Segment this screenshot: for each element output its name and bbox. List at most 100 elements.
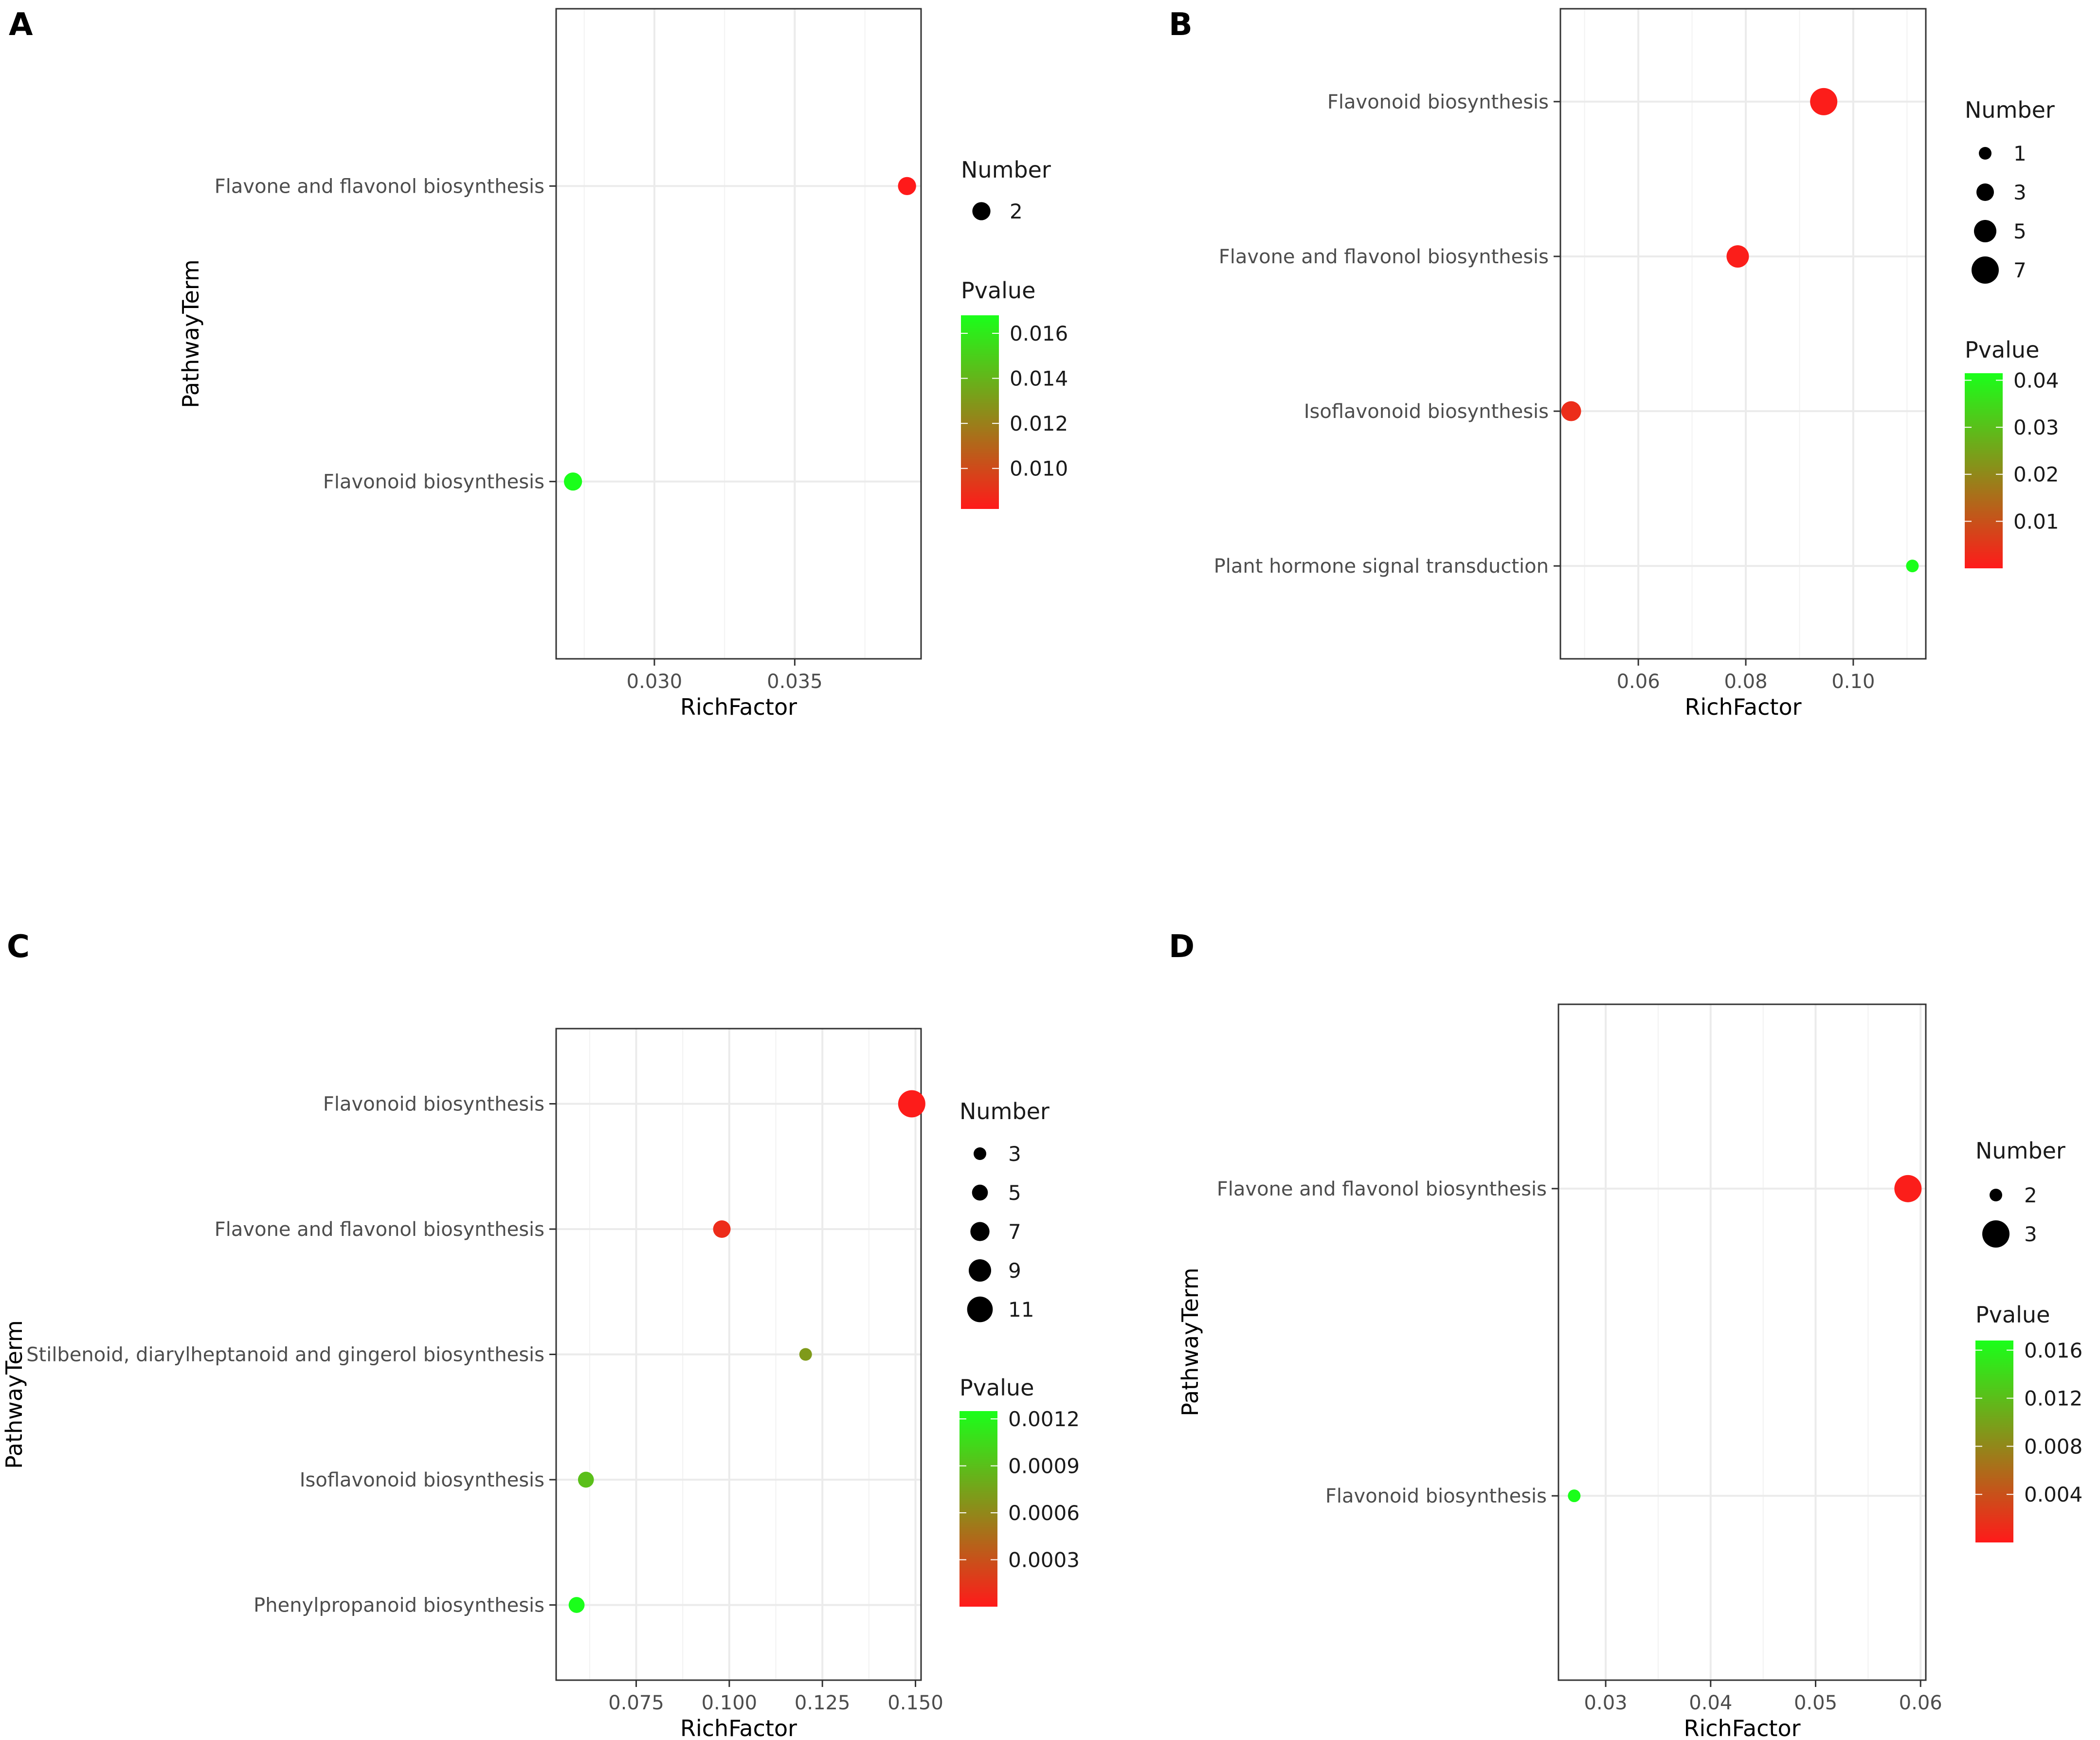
panel-letter: A bbox=[9, 7, 33, 43]
size-legend-key bbox=[1972, 256, 1999, 284]
plot-background bbox=[1560, 9, 1926, 659]
y-tick-label: Flavone and flavonol biosynthesis bbox=[1219, 246, 1549, 268]
color-legend-label: 0.004 bbox=[2024, 1483, 2082, 1506]
color-legend-label: 0.03 bbox=[2013, 416, 2059, 439]
x-tick-label: 0.06 bbox=[1899, 1692, 1942, 1714]
size-legend-label: 1 bbox=[2013, 142, 2027, 165]
color-legend-label: 0.016 bbox=[1010, 322, 1068, 345]
grid bbox=[556, 9, 921, 659]
size-legend-label: 7 bbox=[2013, 258, 2027, 282]
color-legend-label: 0.010 bbox=[1010, 457, 1068, 481]
grid bbox=[1558, 1004, 1926, 1680]
data-point bbox=[563, 472, 582, 491]
y-tick-label: Flavone and flavonol biosynthesis bbox=[1217, 1178, 1547, 1200]
size-legend-label: 5 bbox=[1008, 1181, 1021, 1205]
y-tick-label: Flavone and flavonol biosynthesis bbox=[215, 175, 544, 198]
x-tick-label: 0.150 bbox=[887, 1692, 943, 1714]
size-legend-title: Number bbox=[959, 1098, 1050, 1124]
x-tick-label: 0.035 bbox=[767, 671, 823, 693]
data-point bbox=[1561, 401, 1581, 421]
data-point bbox=[1726, 245, 1749, 268]
size-legend-label: 9 bbox=[1008, 1259, 1021, 1283]
panel-D: D Flavone and flavonol biosynthesis Flavon… bbox=[1169, 929, 2082, 1740]
data-point bbox=[1810, 88, 1838, 115]
x-tick-label: 0.05 bbox=[1794, 1692, 1837, 1714]
color-legend-bar bbox=[961, 315, 999, 509]
color-legend-title: Pvalue bbox=[961, 277, 1035, 304]
y-tick-label: Stilbenoid, diarylheptanoid and gingerol… bbox=[26, 1344, 544, 1366]
data-point bbox=[898, 177, 916, 196]
color-legend-title: Pvalue bbox=[1965, 337, 2039, 363]
size-legend-key bbox=[969, 1259, 991, 1282]
data-point bbox=[1894, 1175, 1922, 1202]
y-tick-label: Isoflavonoid biosynthesis bbox=[1304, 400, 1549, 423]
panel-letter: C bbox=[7, 929, 30, 965]
size-legend-label: 2 bbox=[2024, 1183, 2037, 1207]
size-legend-key bbox=[1979, 147, 1991, 160]
color-legend-label: 0.0012 bbox=[1008, 1407, 1080, 1431]
color-legend-label: 0.016 bbox=[2024, 1339, 2082, 1362]
color-legend-label: 0.0009 bbox=[1008, 1454, 1080, 1478]
x-axis-title: RichFactor bbox=[680, 1715, 797, 1740]
size-legend-key bbox=[970, 1222, 990, 1241]
plot-background bbox=[1558, 1004, 1926, 1680]
panel-A: A Flavone and flavonol biosynthesis Flavon… bbox=[9, 7, 1068, 720]
size-legend-label: 7 bbox=[1008, 1220, 1021, 1244]
x-axis-title: RichFactor bbox=[1684, 1715, 1801, 1740]
x-tick-label: 0.08 bbox=[1724, 671, 1767, 693]
size-legend-title: Number bbox=[1975, 1138, 2065, 1164]
x-tick-label: 0.04 bbox=[1689, 1692, 1732, 1714]
plot-background bbox=[556, 9, 921, 659]
size-legend-label: 2 bbox=[1010, 199, 1023, 223]
size-legend-label: 3 bbox=[2013, 181, 2027, 204]
size-legend-label: 3 bbox=[1008, 1142, 1021, 1166]
size-legend-key bbox=[1976, 183, 1994, 201]
y-tick-label: Flavone and flavonol biosynthesis bbox=[215, 1218, 544, 1241]
y-tick-label: Plant hormone signal transduction bbox=[1214, 555, 1549, 578]
color-legend-label: 0.012 bbox=[1010, 412, 1068, 435]
panel-letter: B bbox=[1169, 7, 1193, 43]
y-tick-label: Flavonoid biosynthesis bbox=[1327, 91, 1549, 113]
size-legend-key bbox=[1990, 1189, 2002, 1201]
grid bbox=[556, 1029, 921, 1680]
y-tick-label: Isoflavonoid biosynthesis bbox=[300, 1469, 544, 1491]
panel-B: B Flavonoid biosynthesis Flavone and flavo… bbox=[1169, 7, 2059, 720]
x-tick-label: 0.06 bbox=[1617, 671, 1660, 693]
plot-border bbox=[555, 8, 922, 660]
panel-letter: D bbox=[1169, 929, 1195, 965]
color-legend-label: 0.008 bbox=[2024, 1434, 2082, 1458]
data-point bbox=[713, 1220, 731, 1238]
y-tick-label: Phenylpropanoid biosynthesis bbox=[253, 1595, 544, 1617]
x-tick-label: 0.10 bbox=[1831, 671, 1875, 693]
x-axis-title: RichFactor bbox=[680, 694, 797, 720]
y-tick-label: Flavonoid biosynthesis bbox=[1325, 1485, 1547, 1507]
size-legend-key bbox=[974, 1147, 986, 1160]
data-point bbox=[578, 1471, 594, 1488]
size-legend-label: 3 bbox=[2024, 1222, 2037, 1246]
x-axis-title: RichFactor bbox=[1685, 694, 1802, 720]
data-point bbox=[799, 1348, 812, 1361]
size-legend-key bbox=[972, 202, 991, 220]
data-point bbox=[1568, 1489, 1581, 1503]
color-legend-bar bbox=[959, 1411, 997, 1607]
color-legend-bar bbox=[1975, 1341, 2013, 1542]
plot-border bbox=[1557, 1003, 1927, 1681]
data-point bbox=[898, 1090, 925, 1118]
color-legend-title: Pvalue bbox=[1975, 1302, 2050, 1328]
color-legend-label: 0.01 bbox=[2013, 509, 2059, 533]
size-legend-key bbox=[972, 1184, 988, 1201]
y-tick-label: Flavonoid biosynthesis bbox=[323, 1093, 544, 1116]
x-tick-label: 0.03 bbox=[1584, 1692, 1628, 1714]
color-legend-label: 0.014 bbox=[1010, 367, 1068, 391]
data-point bbox=[568, 1597, 585, 1613]
size-legend-key bbox=[967, 1296, 993, 1323]
data-point bbox=[1906, 560, 1919, 573]
size-legend-title: Number bbox=[961, 157, 1051, 183]
size-legend-title: Number bbox=[1965, 97, 2055, 123]
x-tick-label: 0.030 bbox=[627, 671, 683, 693]
color-legend-label: 0.04 bbox=[2013, 368, 2059, 392]
y-axis-title: PathwayTerm bbox=[1177, 1268, 1203, 1416]
x-tick-label: 0.125 bbox=[795, 1692, 851, 1714]
size-legend-label: 5 bbox=[2013, 219, 2027, 243]
